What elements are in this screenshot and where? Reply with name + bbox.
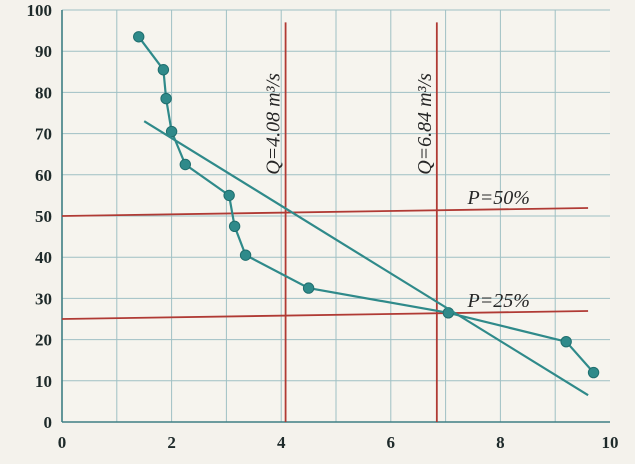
data-point [160,92,172,105]
y-tick-label: 60 [35,166,52,185]
reference-line-horizontal [61,207,589,217]
x-tick-label: 6 [387,433,396,452]
data-point [239,249,252,261]
data-point [228,220,241,233]
data-point [302,282,315,294]
y-tick-label: 70 [35,125,52,144]
data-point [165,125,178,138]
y-tick-label: 0 [44,413,53,432]
reference-line-horizontal [61,310,589,320]
reference-label: P=25% [467,290,530,312]
data-point [157,64,170,76]
data-point [223,189,235,202]
x-tick-label: 0 [58,433,67,452]
y-tick-label: 40 [35,248,52,267]
y-tick-label: 90 [35,42,52,61]
reference-label: Q=6.84 m³/s [414,73,436,175]
y-tick-label: 80 [35,83,52,102]
y-tick-label: 20 [35,331,52,350]
y-tick-label: 50 [35,207,52,226]
x-tick-label: 8 [496,433,505,452]
data-point [560,335,572,348]
data-point [133,31,145,43]
x-tick-label: 2 [167,433,176,452]
x-tick-label: 4 [277,433,286,452]
y-tick-label: 100 [27,1,53,20]
series [133,31,600,397]
reference-label: P=50% [467,187,530,209]
reference-lines: Q=4.08 m³/s Q=6.84 m³/s P=50% P=25% [61,22,589,422]
reference-label: Q=4.08 m³/s [263,73,285,175]
data-point [587,366,600,379]
tick-labels: 0 10 20 30 40 50 60 70 80 90 100 0 2 4 6 8 10 [27,1,619,452]
y-tick-label: 10 [35,372,52,391]
fitted-line [143,120,589,397]
x-tick-label: 10 [602,433,619,452]
y-tick-label: 30 [35,289,52,308]
data-point [179,158,192,171]
